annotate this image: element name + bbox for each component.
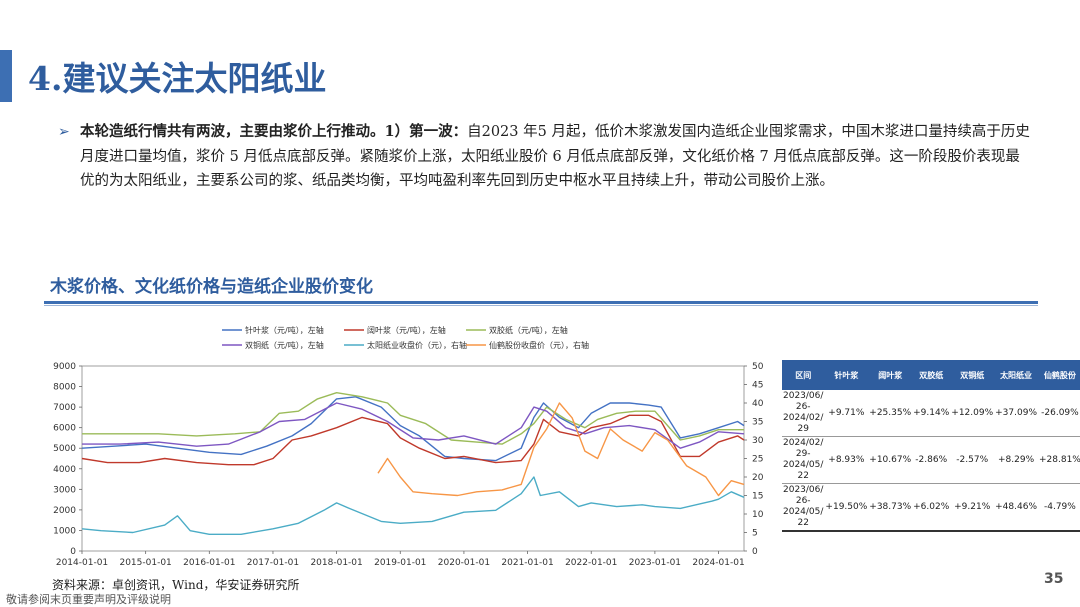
series-line — [377, 402, 745, 497]
value-cell: +9.71% — [824, 390, 869, 437]
y-left-tick-label: 6000 — [53, 424, 76, 434]
series-line — [82, 392, 744, 445]
value-cell: +48.46% — [994, 483, 1038, 532]
page-number: 35 — [1044, 571, 1064, 587]
value-cell: -2.86% — [912, 436, 951, 484]
x-tick-label: 2014-01-01 — [56, 558, 108, 568]
x-tick-label: 2024-01-01 — [692, 558, 744, 568]
value-cell: +8.29% — [994, 436, 1038, 484]
table-header-cell: 太阳纸业 — [994, 360, 1038, 390]
table-header-row: 区间 针叶浆 阔叶浆 双胶纸 双铜纸 太阳纸业 仙鹤股份 — [782, 360, 1080, 390]
y-left-tick-label: 3000 — [53, 485, 76, 495]
section-divider-thin — [44, 305, 1038, 306]
y-right-tick-label: 45 — [752, 381, 763, 391]
table-body: 2023/06/ 26- 2024/02/ 29 +9.71% +25.35% +9.… — [782, 390, 1080, 532]
value-cell: +37.09% — [994, 390, 1038, 437]
table-header-cell: 仙鹤股份 — [1038, 360, 1080, 390]
y-right-tick-label: 40 — [752, 399, 764, 409]
page-title: 4.建议关注太阳纸业 — [28, 59, 327, 98]
y-right-tick-label: 25 — [752, 455, 763, 465]
section-divider — [44, 301, 1038, 304]
y-left-tick-label: 1000 — [53, 526, 76, 536]
x-tick-label: 2018-01-01 — [310, 558, 362, 568]
y-right-tick-label: 50 — [752, 362, 764, 372]
y-left-tick-label: 0 — [70, 547, 76, 557]
table-row: 2024/02/ 29- 2024/05/ 22 +8.93% +10.67% -2.… — [782, 436, 1080, 484]
table-header-cell: 双铜纸 — [950, 360, 995, 390]
value-cell: +12.09% — [950, 390, 995, 437]
table-header-cell: 针叶浆 — [824, 360, 869, 390]
legend-label: 针叶浆（元/吨），左轴 — [245, 325, 324, 335]
title-accent-bar — [0, 50, 12, 102]
bullet-paragraph: ➢ 本轮造纸行情共有两波，主要由浆价上行推动。1）第一波：自2023 年5 月起… — [58, 120, 1030, 194]
series-line — [81, 476, 745, 535]
table-header-cell: 区间 — [782, 360, 825, 390]
disclaimer-note: 敬请参阅末页重要声明及评级说明 — [6, 593, 171, 606]
period-cell: 2024/02/ 29- 2024/05/ 22 — [782, 436, 825, 484]
arrow-bullet-icon: ➢ — [58, 124, 70, 140]
table-header-cell: 阔叶浆 — [868, 360, 913, 390]
table-row: 2023/06/ 26- 2024/05/ 22 +19.50% +38.73% +6… — [782, 483, 1080, 532]
value-cell: +28.81% — [1038, 436, 1080, 484]
period-cell: 2023/06/ 26- 2024/05/ 22 — [782, 483, 825, 532]
plot-frame — [81, 365, 745, 552]
y-right-tick-label: 15 — [752, 492, 763, 502]
y-left-tick-label: 8000 — [53, 383, 76, 393]
change-table: 区间 针叶浆 阔叶浆 双胶纸 双铜纸 太阳纸业 仙鹤股份 2023/06/ 26- 2024… — [782, 360, 1080, 532]
x-tick-label: 2016-01-01 — [183, 558, 235, 568]
y-left-tick-label: 2000 — [53, 506, 76, 516]
period-cell: 2023/06/ 26- 2024/02/ 29 — [782, 390, 825, 437]
y-right-tick-label: 0 — [752, 547, 758, 557]
table-row: 2023/06/ 26- 2024/02/ 29 +9.71% +25.35% +9.… — [782, 390, 1080, 437]
value-cell: +25.35% — [868, 390, 913, 437]
y-left-tick-label: 5000 — [53, 444, 76, 454]
value-cell: -2.57% — [950, 436, 995, 484]
bullet-bold-lead: 本轮造纸行情共有两波，主要由浆价上行推动。1）第一波： — [80, 123, 468, 140]
x-tick-label: 2021-01-01 — [501, 558, 553, 568]
legend-label: 仙鹤股份收盘价（元），右轴 — [489, 340, 589, 350]
y-right-tick-label: 35 — [752, 418, 763, 428]
y-left-tick-label: 7000 — [53, 403, 76, 413]
value-cell: +8.93% — [824, 436, 869, 484]
value-cell: +9.14% — [912, 390, 951, 437]
value-cell: -26.09% — [1038, 390, 1080, 437]
x-tick-label: 2017-01-01 — [247, 558, 299, 568]
y-right-tick-label: 10 — [752, 510, 764, 520]
series-line — [82, 402, 745, 449]
price-chart-svg: 针叶浆（元/吨），左轴 阔叶浆（元/吨），左轴 双胶纸（元/吨），左轴双铜纸（元/吨… — [53, 325, 764, 568]
x-tick-label: 2020-01-01 — [438, 558, 490, 568]
y-right-tick-label: 20 — [752, 473, 764, 483]
value-cell: +9.21% — [950, 483, 995, 532]
legend-label: 阔叶浆（元/吨），左轴 — [367, 325, 446, 335]
y-left-tick-label: 4000 — [53, 465, 76, 475]
legend-label: 双胶纸（元/吨），左轴 — [489, 325, 568, 335]
legend-label: 双铜纸（元/吨），左轴 — [245, 340, 324, 350]
x-tick-label: 2023-01-01 — [629, 558, 681, 568]
value-cell: -4.79% — [1038, 483, 1080, 532]
x-tick-label: 2015-01-01 — [119, 558, 171, 568]
y-right-tick-label: 5 — [752, 529, 758, 539]
table-header-cell: 双胶纸 — [912, 360, 951, 390]
chart-section-title: 木浆价格、文化纸价格与造纸企业股价变化 — [50, 277, 373, 297]
y-left-tick-label: 9000 — [53, 362, 76, 372]
y-right-tick-label: 30 — [752, 436, 764, 446]
value-cell: +38.73% — [868, 483, 913, 532]
value-cell: +6.02% — [912, 483, 951, 532]
series-line — [81, 414, 745, 466]
x-tick-label: 2019-01-01 — [374, 558, 426, 568]
value-cell: +10.67% — [868, 436, 913, 484]
bullet-body-text: 自2023 年5 月起，低价木浆激发国内造纸企业囤浆需求，中国木浆进口量持续高于… — [80, 124, 1030, 189]
legend-label: 太阳纸业收盘价（元），右轴 — [367, 340, 467, 350]
price-chart: 针叶浆（元/吨），左轴 阔叶浆（元/吨），左轴 双胶纸（元/吨），左轴双铜纸（元/吨… — [44, 318, 774, 576]
x-tick-label: 2022-01-01 — [565, 558, 617, 568]
value-cell: +19.50% — [824, 483, 869, 532]
source-note: 资料来源：卓创资讯，Wind，华安证券研究所 — [52, 578, 300, 592]
